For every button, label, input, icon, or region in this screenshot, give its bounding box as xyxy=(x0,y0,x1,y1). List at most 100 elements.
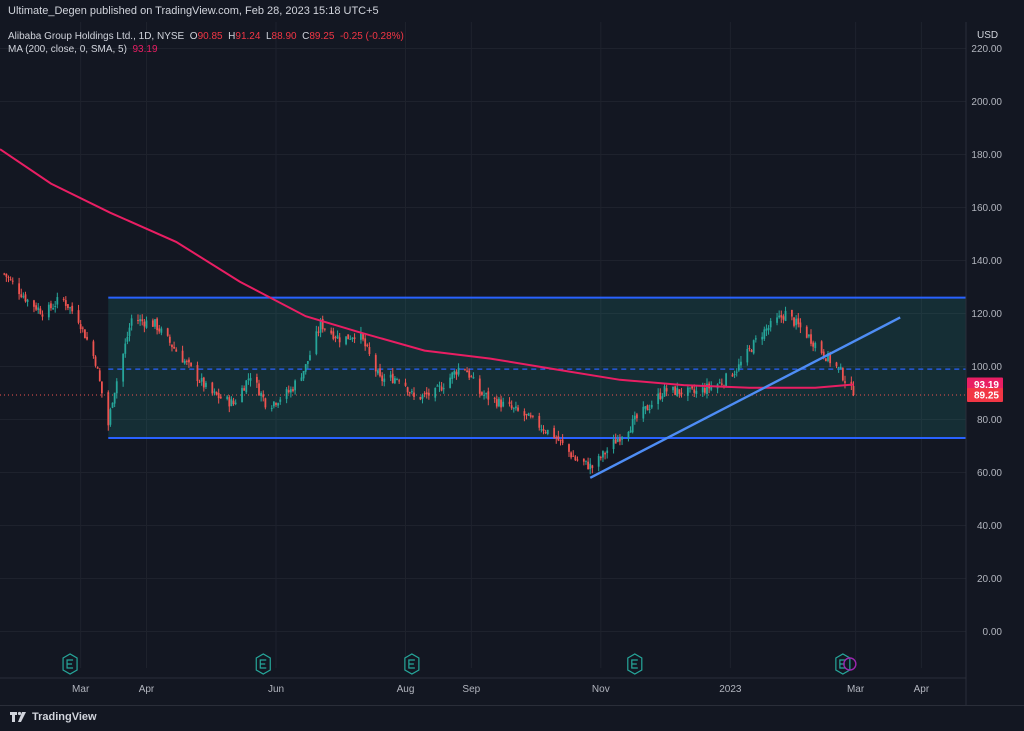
candle-up xyxy=(383,373,386,387)
rising-trendline xyxy=(589,316,901,479)
candle-body xyxy=(211,382,214,394)
candle-up xyxy=(389,370,392,382)
candle-body xyxy=(512,407,515,409)
candle-body xyxy=(353,337,356,340)
candle-body xyxy=(130,318,133,326)
candle-up xyxy=(627,431,630,442)
time-tick-label: Jun xyxy=(268,684,284,695)
ma-value: 93.19 xyxy=(132,44,158,55)
candle-body xyxy=(173,346,175,349)
candle-body xyxy=(77,310,80,323)
candle-body xyxy=(200,377,203,382)
candle-body xyxy=(368,346,371,355)
candle-up xyxy=(763,326,766,341)
close-label: C xyxy=(302,31,310,42)
chart-area[interactable]: 0.00 20.00 40.00 60.00 80.00 100.00 120.00 140.… xyxy=(0,22,1024,705)
candle-body xyxy=(544,432,547,434)
candle-body xyxy=(663,386,666,397)
candle-body xyxy=(852,386,855,395)
earnings-letter xyxy=(259,659,267,669)
candle-up xyxy=(752,339,755,355)
candle-body xyxy=(540,429,543,431)
tradingview-brand[interactable]: TradingView xyxy=(10,711,97,723)
candle-body xyxy=(761,336,764,340)
candle-body xyxy=(122,353,125,382)
candle-up xyxy=(765,324,768,337)
candle-up xyxy=(436,384,439,387)
candle-up xyxy=(733,370,736,379)
candle-down xyxy=(275,402,277,407)
candle-up xyxy=(839,363,842,370)
candle-body xyxy=(464,369,466,371)
candle-body xyxy=(113,392,116,404)
candle-down xyxy=(332,327,335,341)
candle-body xyxy=(421,394,424,399)
candle-body xyxy=(582,458,585,462)
candle-body xyxy=(621,437,623,440)
candle-down xyxy=(455,369,458,380)
candle-body xyxy=(599,457,602,459)
candle-body xyxy=(619,438,621,442)
candle-down xyxy=(364,334,367,351)
candle-body xyxy=(71,305,74,312)
candle-body xyxy=(249,377,252,381)
candle-body xyxy=(86,336,88,340)
candle-down xyxy=(188,357,190,368)
earnings-letter xyxy=(408,659,415,669)
currency-label[interactable]: USD xyxy=(977,30,999,41)
candle-body xyxy=(791,309,793,317)
candle-body xyxy=(648,409,651,411)
candle-down xyxy=(478,375,481,398)
candle-down xyxy=(665,384,668,397)
candle-up xyxy=(345,336,347,346)
price-chart[interactable]: 0.00 20.00 40.00 60.00 80.00 100.00 120.00 140.… xyxy=(0,22,1024,705)
candle-up xyxy=(226,395,229,401)
candle-down xyxy=(190,362,192,368)
candle-up xyxy=(814,341,817,352)
candle-down xyxy=(561,434,564,446)
candle-body xyxy=(62,298,65,300)
candle-down xyxy=(408,391,411,397)
trendline[interactable] xyxy=(589,316,901,479)
candle-up xyxy=(621,436,623,445)
candle-body xyxy=(597,456,600,467)
candle-up xyxy=(154,319,156,330)
candle-body xyxy=(383,378,386,382)
candle-body xyxy=(364,338,367,347)
candle-down xyxy=(79,320,82,334)
candle-up xyxy=(457,363,460,377)
candle-down xyxy=(71,302,74,315)
candle-up xyxy=(540,424,543,433)
high-label: H xyxy=(228,31,236,42)
candle-body xyxy=(332,331,335,339)
candle-body xyxy=(92,341,95,356)
range-channel[interactable] xyxy=(0,296,967,440)
price-tick-label: 80.00 xyxy=(977,415,1002,426)
candle-body xyxy=(396,379,398,381)
grid-lines xyxy=(0,22,966,668)
candle-body xyxy=(183,360,186,364)
candle-down xyxy=(379,363,381,378)
candle-down xyxy=(793,316,795,328)
candle-body xyxy=(748,347,751,349)
candle-down xyxy=(168,334,171,346)
candle-down xyxy=(440,381,443,392)
candle-body xyxy=(217,393,220,399)
publish-header: Ultimate_Degen published on TradingView.… xyxy=(0,0,1024,22)
candle-up xyxy=(546,429,549,436)
candle-up xyxy=(485,392,488,399)
candle-down xyxy=(368,342,371,357)
candle-body xyxy=(306,361,309,364)
candle-body xyxy=(538,416,541,428)
candle-body xyxy=(84,329,86,339)
candle-body xyxy=(41,314,44,317)
candle-body xyxy=(754,338,757,340)
candle-body xyxy=(568,444,570,452)
time-tick-label: 2023 xyxy=(719,684,742,695)
candle-body xyxy=(160,328,163,333)
candle-down xyxy=(481,391,483,396)
candle-up xyxy=(616,435,619,443)
price-axis[interactable]: 0.00 20.00 40.00 60.00 80.00 100.00 120.00 140.… xyxy=(965,22,1024,705)
candle-body xyxy=(319,320,322,333)
time-axis[interactable]: Mar Apr Jun Aug Sep Nov 2023 Mar Apr xyxy=(0,677,966,695)
